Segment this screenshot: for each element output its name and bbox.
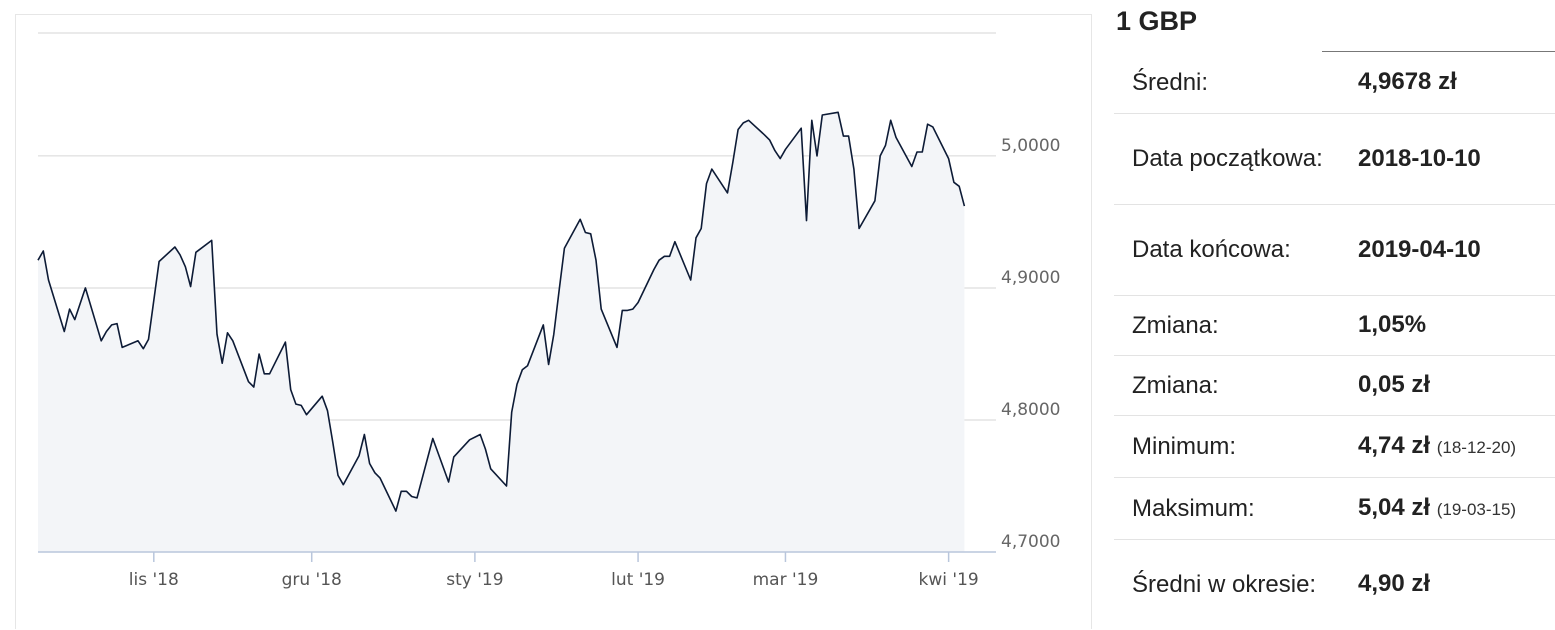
chart-panel: 4,7000 4,8000 4,9000 5,0000 lis '18 gru '18 s… bbox=[15, 14, 1092, 629]
stats-value: 1,05% bbox=[1340, 295, 1555, 356]
stats-value-date: (19-03-15) bbox=[1436, 500, 1517, 519]
stats-value-text: 2019-04-10 bbox=[1358, 235, 1481, 263]
stats-label: Zmiana: bbox=[1114, 355, 1340, 416]
x-tick-label: lut '19 bbox=[611, 570, 665, 590]
stats-row-minimum: Minimum: 4,74 zł (18-12-20) bbox=[1114, 415, 1555, 478]
stats-label: Średni: bbox=[1114, 52, 1340, 114]
stats-value-text: 4,9678 zł bbox=[1358, 68, 1457, 96]
x-tick-label: gru '18 bbox=[282, 570, 342, 590]
stats-label: Data końcowa: bbox=[1114, 204, 1340, 296]
stats-label: Minimum: bbox=[1114, 415, 1340, 478]
stats-panel: 1 GBP Średni: 4,9678 zł Data początkowa:… bbox=[1114, 0, 1555, 629]
stats-value: 2019-04-10 bbox=[1340, 204, 1555, 296]
stats-label: Zmiana: bbox=[1114, 295, 1340, 356]
stats-value: 5,04 zł (19-03-15) bbox=[1340, 477, 1555, 540]
stats-value: 4,9678 zł bbox=[1340, 52, 1555, 114]
rate-chart[interactable]: 4,7000 4,8000 4,9000 5,0000 lis '18 gru '18 s… bbox=[16, 15, 1093, 630]
stats-value: 4,90 zł bbox=[1340, 539, 1555, 629]
stats-value: 4,74 zł (18-12-20) bbox=[1340, 415, 1555, 478]
x-axis-labels: lis '18 gru '18 sty '19 lut '19 mar '19 kwi '… bbox=[129, 552, 979, 590]
stats-label: Maksimum: bbox=[1114, 477, 1340, 540]
stats-value-text: 2018-10-10 bbox=[1358, 144, 1481, 172]
area-fill bbox=[38, 112, 965, 553]
y-tick-label: 4,9000 bbox=[1001, 268, 1060, 288]
x-tick-label: sty '19 bbox=[446, 570, 503, 590]
stats-row-start-date: Data początkowa: 2018-10-10 bbox=[1114, 113, 1555, 205]
stats-row-change-percent: Zmiana: 1,05% bbox=[1114, 295, 1555, 356]
stats-row-end-date: Data końcowa: 2019-04-10 bbox=[1114, 204, 1555, 296]
y-axis-labels: 4,7000 4,8000 4,9000 5,0000 bbox=[1001, 136, 1060, 552]
stats-value: 2018-10-10 bbox=[1340, 113, 1555, 205]
stats-table: Średni: 4,9678 zł Data początkowa: 2018-… bbox=[1114, 52, 1555, 629]
y-tick-label: 5,0000 bbox=[1001, 136, 1060, 156]
stats-value-text: 5,04 zł bbox=[1358, 494, 1431, 521]
stats-value: 0,05 zł bbox=[1340, 355, 1555, 416]
title-divider bbox=[1322, 51, 1555, 52]
y-tick-label: 4,8000 bbox=[1001, 400, 1060, 420]
stats-row-change-amount: Zmiana: 0,05 zł bbox=[1114, 355, 1555, 416]
series-line[interactable] bbox=[37, 111, 966, 512]
x-tick-label: kwi '19 bbox=[919, 570, 979, 590]
stats-value-text: 0,05 zł bbox=[1358, 371, 1431, 398]
stats-label: Data początkowa: bbox=[1114, 113, 1340, 205]
stats-row-maximum: Maksimum: 5,04 zł (19-03-15) bbox=[1114, 477, 1555, 540]
currency-title: 1 GBP bbox=[1116, 6, 1198, 36]
stats-row-average: Średni: 4,9678 zł bbox=[1114, 52, 1555, 114]
stats-value-date: (18-12-20) bbox=[1436, 438, 1517, 457]
x-tick-label: mar '19 bbox=[753, 570, 819, 590]
stats-value-text: 4,74 zł bbox=[1358, 432, 1431, 459]
y-tick-label: 4,7000 bbox=[1001, 532, 1060, 552]
stats-value-text: 4,90 zł bbox=[1358, 570, 1431, 598]
x-tick-label: lis '18 bbox=[129, 570, 179, 590]
stats-row-period-average: Średni w okresie: 4,90 zł bbox=[1114, 539, 1555, 629]
stats-label: Średni w okresie: bbox=[1132, 570, 1317, 598]
stats-value-text: 1,05% bbox=[1358, 311, 1427, 338]
